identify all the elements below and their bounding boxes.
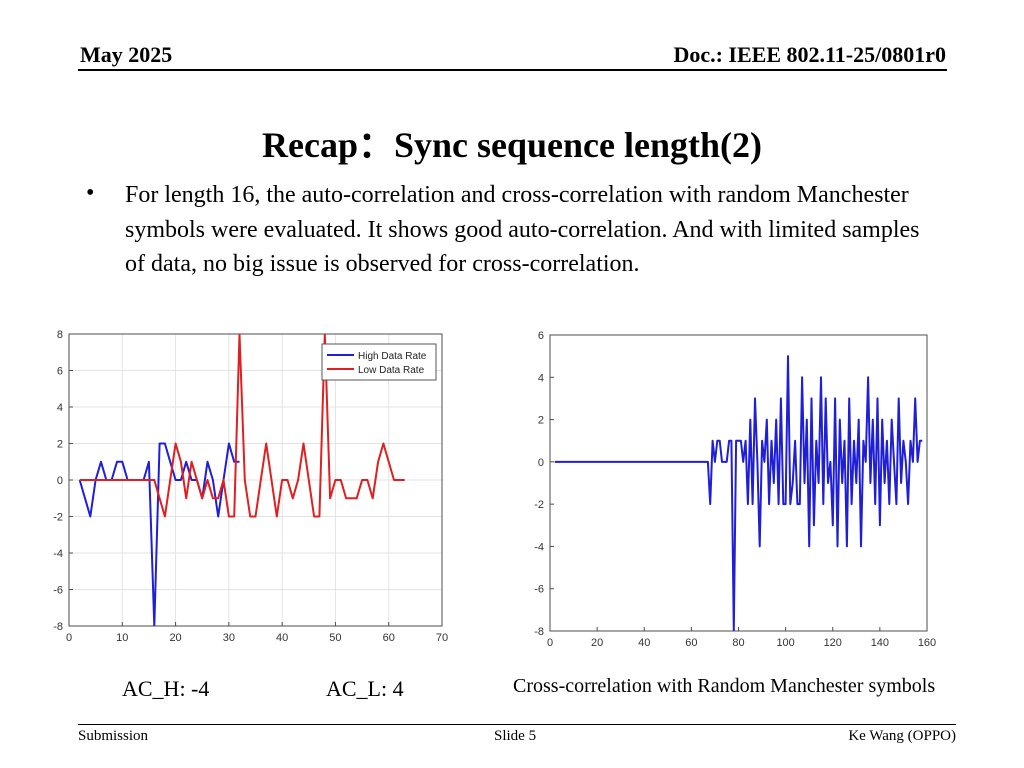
y-tick-label: 0	[57, 475, 63, 487]
x-tick-label: 40	[638, 637, 650, 649]
footer-divider	[78, 724, 956, 725]
footer-submission: Submission	[78, 728, 149, 744]
x-tick-label: 80	[732, 637, 744, 649]
legend-label: Low Data Rate	[358, 365, 425, 376]
x-tick-label: 120	[824, 637, 842, 649]
x-tick-label: 160	[918, 637, 936, 649]
x-tick-label: 100	[776, 637, 794, 649]
bullet-marker: •	[86, 180, 95, 206]
x-tick-label: 50	[329, 632, 341, 644]
x-tick-label: 10	[116, 632, 128, 644]
series-line-2	[79, 334, 405, 518]
bullet-text: For length 16, the auto-correlation and …	[125, 182, 920, 277]
x-tick-label: 0	[547, 637, 553, 649]
y-tick-label: -8	[53, 621, 63, 633]
footer-author: Ke Wang (OPPO)	[848, 728, 956, 744]
slide-title: Recap：Sync sequence length(2)	[262, 125, 762, 165]
header-doc-id: Doc.: IEEE 802.11-25/0801r0	[673, 42, 946, 67]
x-tick-label: 0	[66, 632, 72, 644]
cross-correlation-caption: Cross-correlation with Random Manchester…	[513, 675, 936, 697]
ac-l-caption: AC_L: 4	[326, 676, 404, 701]
y-tick-label: 6	[538, 330, 544, 342]
y-tick-label: 6	[57, 366, 63, 378]
x-tick-label: 40	[276, 632, 288, 644]
y-tick-label: -6	[53, 585, 63, 597]
ac-h-caption: AC_H: -4	[122, 676, 210, 701]
y-tick-label: -2	[53, 512, 63, 524]
y-tick-label: 2	[57, 439, 63, 451]
autocorrelation-chart: 0 10 20 30 40 50 60 70 -8 -6 -4 -2 0 2 4 6 8 High Data Ra…	[50, 325, 460, 655]
legend-label: High Data Rate	[358, 351, 427, 362]
y-tick-label: -4	[534, 541, 544, 553]
header-date: May 2025	[80, 42, 173, 67]
header-divider	[78, 69, 947, 71]
x-tick-label: 70	[436, 632, 448, 644]
y-tick-label: 4	[57, 402, 63, 414]
x-tick-label: 140	[871, 637, 889, 649]
x-tick-label: 20	[169, 632, 181, 644]
y-tick-label: 0	[538, 457, 544, 469]
x-tick-label: 60	[685, 637, 697, 649]
y-tick-label: -2	[534, 499, 544, 511]
y-tick-label: 2	[538, 415, 544, 427]
y-tick-label: 4	[538, 372, 544, 384]
y-tick-label: 8	[57, 329, 63, 341]
footer-slide-number: Slide 5	[494, 728, 537, 744]
y-tick-label: -6	[534, 584, 544, 596]
x-tick-label: 60	[383, 632, 395, 644]
y-tick-label: -8	[534, 626, 544, 638]
series-line-1	[554, 355, 923, 631]
y-tick-label: -4	[53, 548, 63, 560]
series-line-1	[78, 442, 240, 626]
legend-box	[321, 343, 437, 381]
crosscorrelation-chart: 0 20 40 60 80 100 120 140 160 -8 -6 -4 -2 0 2 4 6	[525, 325, 945, 655]
x-tick-label: 30	[223, 632, 235, 644]
x-tick-label: 20	[591, 637, 603, 649]
